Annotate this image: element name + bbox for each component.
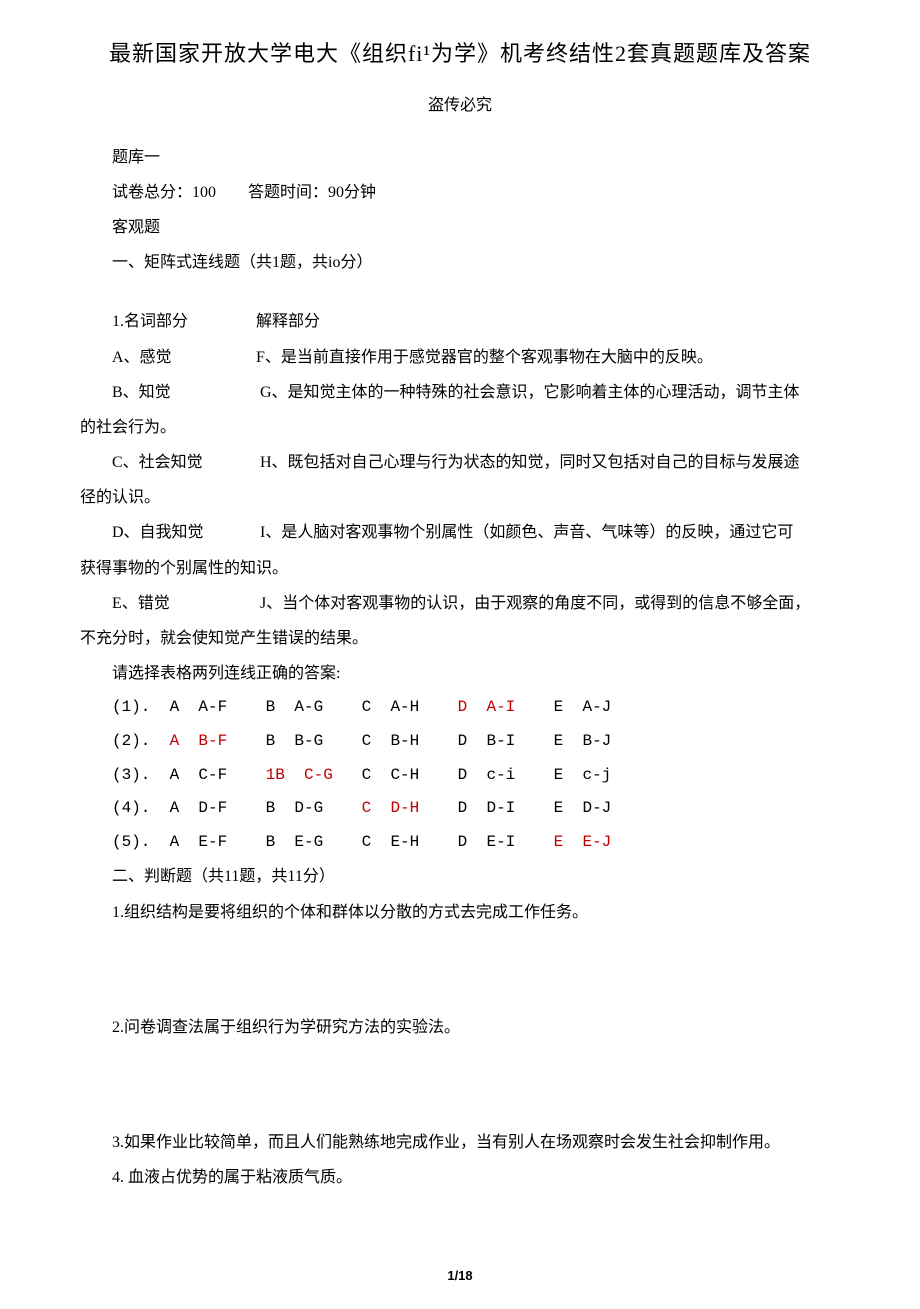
- answer-row: (3). A C-F 1B C-G C C-H D c-i E c-j: [112, 759, 840, 793]
- question-text: 4. 血液占优势的属于粘液质气质。: [80, 1160, 840, 1195]
- definition-continuation: 径的认识。: [80, 480, 840, 515]
- matrix-header-right: 解释部分: [256, 304, 840, 339]
- section2-heading: 二、判断题（共11题，共11分）: [80, 859, 840, 894]
- page-title: 最新国家开放大学电大《组织fi¹为学》机考终结性2套真题题库及答案: [80, 30, 840, 78]
- answer-row-number: (3).: [112, 766, 170, 784]
- objective-label: 客观题: [80, 210, 840, 245]
- answer-option: B A-G: [266, 698, 362, 716]
- definition-continuation: 的社会行为。: [80, 410, 840, 445]
- term-label: B、知觉: [80, 375, 256, 410]
- answer-option-correct: A B-F: [170, 732, 266, 750]
- answer-option: C E-H: [362, 833, 458, 851]
- answer-option: B D-G: [266, 799, 362, 817]
- answer-row: (4). A D-F B D-G C D-H D D-I E D-J: [112, 792, 840, 826]
- answer-option: D B-I: [458, 732, 554, 750]
- answer-option: E D-J: [554, 799, 650, 817]
- answer-option: E c-j: [554, 766, 650, 784]
- spacer: [80, 930, 840, 1010]
- answer-row-number: (2).: [112, 732, 170, 750]
- answer-row: (5). A E-F B E-G C E-H D E-I E E-J: [112, 826, 840, 860]
- definition-text: I、是人脑对客观事物个别属性（如颜色、声音、气味等）的反映，通过它可: [260, 515, 793, 550]
- section1-heading: 一、矩阵式连线题（共1题，共io分）: [80, 245, 840, 280]
- answer-option-correct: E E-J: [554, 833, 650, 851]
- page-subtitle: 盗传必究: [80, 88, 840, 123]
- answer-option: C A-H: [362, 698, 458, 716]
- matrix-row: B、知觉 G、是知觉主体的一种特殊的社会意识，它影响着主体的心理活动，调节主体 …: [80, 375, 840, 445]
- term-label: E、错觉: [80, 586, 256, 621]
- definition-continuation: 不充分时，就会使知觉产生错误的结果。: [80, 621, 840, 656]
- bank-label: 题库一: [80, 140, 840, 175]
- term-label: D、自我知觉: [80, 515, 256, 550]
- term-label: C、社会知觉: [80, 445, 256, 480]
- spacer: [80, 280, 840, 304]
- answer-option: E A-J: [554, 698, 650, 716]
- answer-prompt: 请选择表格两列连线正确的答案:: [80, 656, 840, 691]
- answer-option: C B-H: [362, 732, 458, 750]
- answer-option: A D-F: [170, 799, 266, 817]
- matrix-row: C、社会知觉 H、既包括对自己心理与行为状态的知觉，同时又包括对自己的目标与发展…: [80, 445, 840, 515]
- document-page: 最新国家开放大学电大《组织fi¹为学》机考终结性2套真题题库及答案 盗传必究 题…: [0, 0, 920, 1309]
- answer-option: C C-H: [362, 766, 458, 784]
- matrix-header-left: 1.名词部分: [80, 304, 256, 339]
- definition-text: G、是知觉主体的一种特殊的社会意识，它影响着主体的心理活动，调节主体: [260, 375, 800, 410]
- answer-option: B E-G: [266, 833, 362, 851]
- spacer: [80, 1045, 840, 1125]
- question-text: 3.如果作业比较简单，而且人们能熟练地完成作业，当有别人在场观察时会发生社会抑制…: [80, 1125, 840, 1160]
- answer-option-correct: C D-H: [362, 799, 458, 817]
- term-label: A、感觉: [80, 340, 256, 375]
- matrix-row: A、感觉 F、是当前直接作用于感觉器官的整个客观事物在大脑中的反映。: [80, 340, 840, 375]
- answer-row: (1). A A-F B A-G C A-H D A-I E A-J: [112, 691, 840, 725]
- matrix-row: E、错觉 J、当个体对客观事物的认识，由于观察的角度不同，或得到的信息不够全面，…: [80, 586, 840, 656]
- answer-table: (1). A A-F B A-G C A-H D A-I E A-J (2). …: [112, 691, 840, 859]
- page-number: 1/18: [0, 1262, 920, 1291]
- answer-option: A E-F: [170, 833, 266, 851]
- definition-text: F、是当前直接作用于感觉器官的整个客观事物在大脑中的反映。: [256, 340, 840, 375]
- answer-option: A A-F: [170, 698, 266, 716]
- answer-row-number: (4).: [112, 799, 170, 817]
- answer-row-number: (1).: [112, 698, 170, 716]
- answer-row: (2). A B-F B B-G C B-H D B-I E B-J: [112, 725, 840, 759]
- score-line: 试卷总分：100 答题时间：90分钟: [80, 175, 840, 210]
- answer-option: A C-F: [170, 766, 266, 784]
- definition-continuation: 获得事物的个别属性的知识。: [80, 551, 840, 586]
- matrix-row: D、自我知觉 I、是人脑对客观事物个别属性（如颜色、声音、气味等）的反映，通过它…: [80, 515, 840, 585]
- answer-option: B B-G: [266, 732, 362, 750]
- answer-row-number: (5).: [112, 833, 170, 851]
- answer-option: D D-I: [458, 799, 554, 817]
- question-text: 1.组织结构是要将组织的个体和群体以分散的方式去完成工作任务。: [80, 895, 840, 930]
- definition-text: J、当个体对客观事物的认识，由于观察的角度不同，或得到的信息不够全面，: [260, 586, 810, 621]
- answer-option: E B-J: [554, 732, 650, 750]
- answer-option: D c-i: [458, 766, 554, 784]
- question-text: 2.问卷调查法属于组织行为学研究方法的实验法。: [80, 1010, 840, 1045]
- definition-text: H、既包括对自己心理与行为状态的知觉，同时又包括对自己的目标与发展途: [260, 445, 800, 480]
- answer-option: D E-I: [458, 833, 554, 851]
- matrix-header-row: 1.名词部分 解释部分: [80, 304, 840, 339]
- answer-option-correct: 1B C-G: [266, 766, 362, 784]
- answer-option-correct: D A-I: [458, 698, 554, 716]
